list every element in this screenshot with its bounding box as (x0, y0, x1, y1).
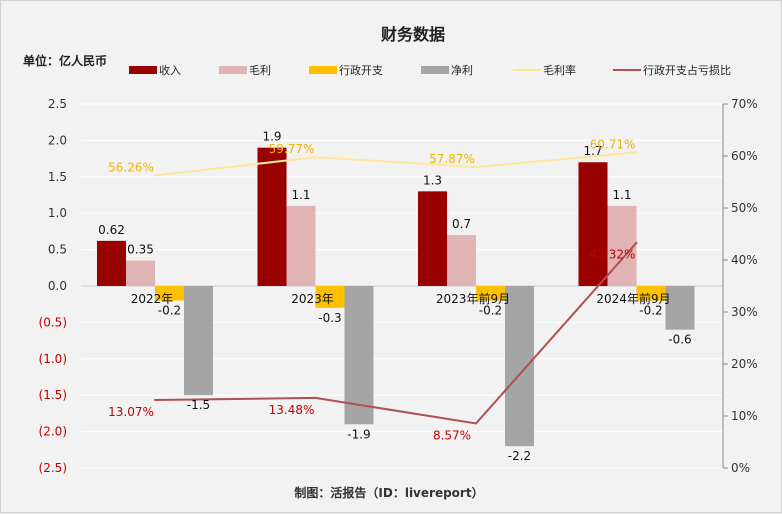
y-left-tick-label: (2.5) (39, 461, 67, 475)
line-data-label: 60.71% (590, 137, 636, 151)
bar-data-label: -1.5 (187, 398, 210, 412)
legend-label: 毛利率 (543, 63, 576, 77)
bar-data-label: 1.3 (423, 173, 442, 187)
y-left-tick-label: 1.5 (48, 170, 67, 184)
y-right-tick-label: 10% (731, 409, 758, 423)
line-data-label: 59.77% (269, 142, 315, 156)
line-data-label: 57.87% (429, 152, 475, 166)
line-毛利率 (154, 151, 637, 177)
bar-行政开支 (315, 286, 345, 308)
legend-label: 行政开支 (339, 63, 383, 77)
bar-data-label: -1.9 (347, 427, 370, 441)
bar-收入 (97, 240, 126, 286)
y-right-tick-label: 60% (731, 149, 758, 163)
line-data-label: 13.48% (269, 403, 315, 417)
line-point (314, 396, 317, 399)
line-point (314, 156, 317, 159)
bar-收入 (257, 147, 287, 286)
bar-行政开支 (636, 286, 666, 301)
x-category-label: 2023年前9月 (436, 291, 510, 306)
bar-data-label: 1.1 (291, 188, 310, 202)
lines-layer (154, 151, 638, 425)
y-left-tick-label: (2.0) (39, 425, 67, 439)
bar-行政开支 (476, 286, 505, 301)
bar-data-label: 1.7 (583, 144, 602, 158)
legend-swatch-收入 (129, 66, 157, 74)
bar-data-label: -2.2 (508, 449, 531, 463)
y-right-tick-label: 50% (731, 201, 758, 215)
bar-data-label: -0.2 (479, 304, 502, 318)
x-category-label: 2024年前9月 (596, 291, 670, 306)
line-行政开支占亏损比 (154, 242, 638, 425)
bar-行政开支 (155, 286, 184, 301)
legend-label: 收入 (159, 63, 181, 77)
line-data-label: 56.26% (108, 160, 154, 174)
y-left-tick-label: 2.0 (48, 133, 67, 147)
line-point (635, 151, 638, 154)
line-data-label: 43.32% (590, 248, 636, 262)
bar-data-label: 1.9 (262, 130, 281, 144)
legend-label: 净利 (451, 63, 473, 77)
y-left-tick-label: 1.0 (48, 206, 67, 220)
y-right-tick-label: 30% (731, 305, 758, 319)
line-data-label: 13.07% (108, 405, 154, 419)
legend-label: 行政开支占亏损比 (643, 63, 731, 77)
bar-data-label: -0.6 (668, 333, 691, 347)
unit-label: 单位：亿人民币 (23, 53, 107, 68)
bar-data-label: 1.1 (612, 188, 631, 202)
bar-净利 (505, 286, 534, 447)
bar-收入 (418, 191, 447, 286)
y-right-tick-label: 0% (731, 461, 750, 475)
legend-label: 毛利 (249, 64, 271, 77)
line-data-label: 8.57% (433, 428, 471, 442)
bar-data-label: -0.2 (639, 304, 662, 318)
line-point (154, 399, 156, 402)
y-left-tick-label: (1.0) (39, 352, 67, 366)
y-left-tick-label: (1.5) (39, 388, 67, 402)
bar-data-label: -0.3 (318, 311, 341, 325)
legend: 收入 毛利 行政开支 净利 毛利率 行政开支占亏损比 (129, 63, 731, 77)
labels-layer: 0.620.35 -0.2 -1.5 2022年 1.9 1.1 -0.3 -1.9 2023年… (98, 130, 692, 463)
bars-layer (97, 147, 695, 447)
bar-data-label: 0.35 (127, 243, 154, 257)
y-left-tick-label: 0.0 (48, 279, 67, 293)
bar-净利 (344, 286, 374, 425)
y-left-tick-label: (0.5) (39, 315, 67, 329)
bar-data-label: 0.7 (452, 217, 471, 231)
bar-毛利 (286, 205, 316, 286)
legend-swatch-行政开支 (309, 66, 337, 74)
y-right-tick-label: 40% (731, 253, 758, 267)
y-left-tick-label: 2.5 (48, 97, 67, 111)
bar-毛利 (447, 235, 476, 286)
legend-swatch-毛利 (219, 66, 247, 74)
y-left-tick-label: 0.5 (48, 243, 67, 257)
line-point (475, 422, 477, 425)
bar-净利 (665, 286, 695, 330)
legend-swatch-净利 (421, 66, 449, 74)
line-point (635, 241, 638, 244)
bar-收入 (578, 162, 608, 286)
x-category-label: 2022年 (131, 292, 174, 306)
bar-毛利 (126, 260, 155, 286)
y-right-tick-label: 20% (731, 357, 758, 371)
y-right-tick-label: 70% (731, 97, 758, 111)
footer-credit: 制图：活报告（ID：livereport） (294, 485, 483, 500)
bar-data-label: -0.2 (158, 304, 181, 318)
line-point (154, 174, 156, 177)
bar-data-label: 0.62 (98, 223, 125, 237)
bar-净利 (184, 286, 213, 396)
chart-title: 财务数据 (380, 25, 445, 44)
x-category-label: 2023年 (291, 292, 334, 306)
line-point (475, 166, 477, 169)
bar-毛利 (607, 205, 637, 286)
